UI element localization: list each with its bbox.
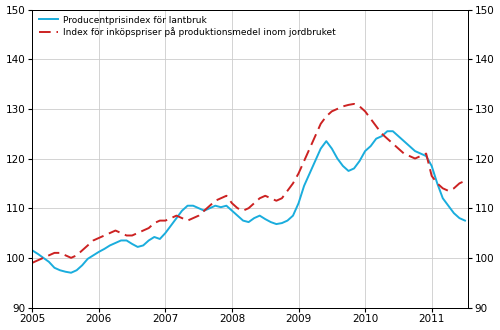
Legend: Producentprisindex för lantbruk, Index för inköpspriser på produktionsmedel inom: Producentprisindex för lantbruk, Index f… [37, 14, 338, 39]
